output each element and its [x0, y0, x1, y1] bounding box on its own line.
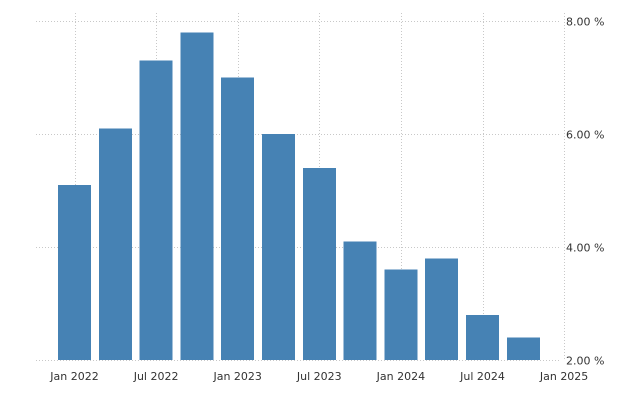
y-tick-label: 4.00 %: [566, 242, 604, 255]
bar-2023-10: [343, 241, 377, 360]
x-tick-label: Jul 2024: [459, 370, 505, 383]
bar-2023-07: [302, 167, 336, 360]
x-tick-label: Jul 2022: [133, 370, 179, 383]
bar-2022-10: [180, 32, 214, 361]
bar-2023-01: [221, 77, 255, 360]
x-tick-label: Jan 2023: [212, 370, 261, 383]
bar-2023-04: [262, 134, 295, 360]
y-axis-tick-labels: 2.00 % 4.00 % 6.00 % 8.00 %: [566, 16, 604, 368]
bars: [58, 32, 540, 361]
bar-2024-01: [384, 269, 418, 360]
x-tick-label: Jul 2023: [296, 370, 342, 383]
bar-2024-10: [506, 337, 540, 360]
x-tick-label: Jan 2022: [49, 370, 98, 383]
bar-2022-01: [58, 184, 91, 360]
bar-2024-07: [466, 314, 499, 360]
bar-2022-07: [139, 60, 173, 360]
y-tick-label: 2.00 %: [566, 355, 604, 368]
x-tick-label: Jan 2024: [376, 370, 425, 383]
bar-2022-04: [98, 128, 132, 360]
y-tick-label: 8.00 %: [566, 16, 604, 29]
y-tick-label: 6.00 %: [566, 129, 604, 142]
x-axis-tick-labels: Jan 2022 Jul 2022 Jan 2023 Jul 2023 Jan 2024…: [49, 370, 588, 383]
x-tick-label: Jan 2025: [539, 370, 588, 383]
bar-2024-04: [425, 258, 459, 360]
